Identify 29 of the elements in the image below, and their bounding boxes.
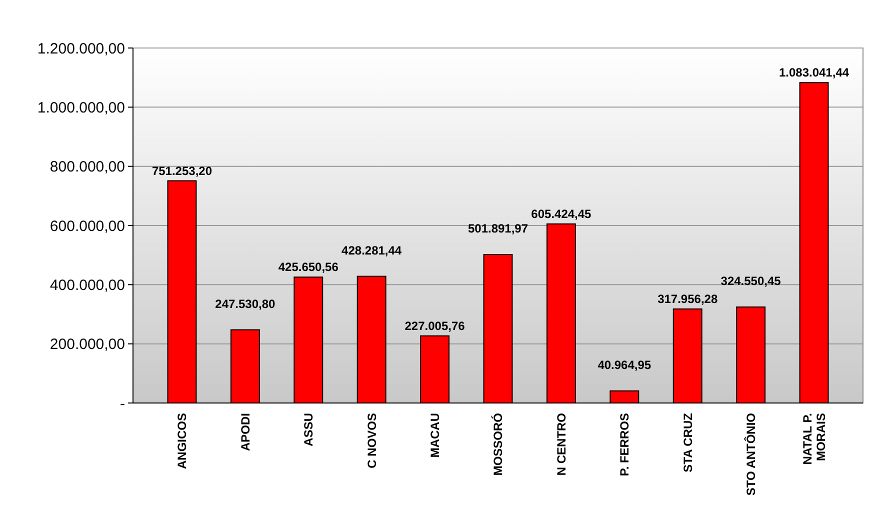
x-tick-label: MACAU bbox=[428, 413, 442, 458]
data-label: 428.281,44 bbox=[342, 243, 402, 258]
y-tick-label: 1.200.000,00 bbox=[37, 40, 125, 58]
data-label: 1.083.041,44 bbox=[778, 66, 850, 80]
data-label: 605.424,45 bbox=[531, 206, 592, 221]
x-tick-label: STO ANTÔNIO bbox=[744, 413, 758, 496]
x-tick-label: APODI bbox=[238, 413, 252, 452]
x-tick-label: NATAL P. MORAIS bbox=[800, 413, 828, 465]
data-label: 317.956,28 bbox=[658, 292, 718, 306]
y-tick-label: 200.000,00 bbox=[50, 336, 125, 354]
x-tick-label: ASSU bbox=[302, 413, 316, 446]
data-label: 247.530,80 bbox=[215, 296, 276, 311]
y-tick-label: 1.000.000,00 bbox=[37, 99, 125, 116]
x-tick-label: ANGICOS bbox=[175, 413, 190, 470]
y-tick-label: 600.000,00 bbox=[50, 218, 125, 235]
x-tick-label: STA CRUZ bbox=[680, 413, 695, 472]
data-label: 751.253,20 bbox=[152, 164, 212, 178]
data-label: 227.005,76 bbox=[404, 318, 466, 333]
x-tick-label: N CENTRO bbox=[554, 413, 568, 476]
x-tick-label: C NOVOS bbox=[364, 413, 379, 468]
data-label: 40.964,95 bbox=[598, 358, 652, 372]
x-tick-label: P. FERROS bbox=[618, 413, 632, 476]
x-tick-label: MOSSORÓ bbox=[491, 413, 506, 476]
data-label: 425.650,56 bbox=[278, 260, 339, 274]
y-tick-label: 800.000,00 bbox=[50, 158, 125, 176]
y-tick-label: - bbox=[120, 395, 125, 412]
data-label: 501.891,97 bbox=[468, 222, 528, 236]
y-tick-label: 400.000,00 bbox=[50, 276, 125, 294]
data-label: 324.550,45 bbox=[720, 274, 782, 288]
